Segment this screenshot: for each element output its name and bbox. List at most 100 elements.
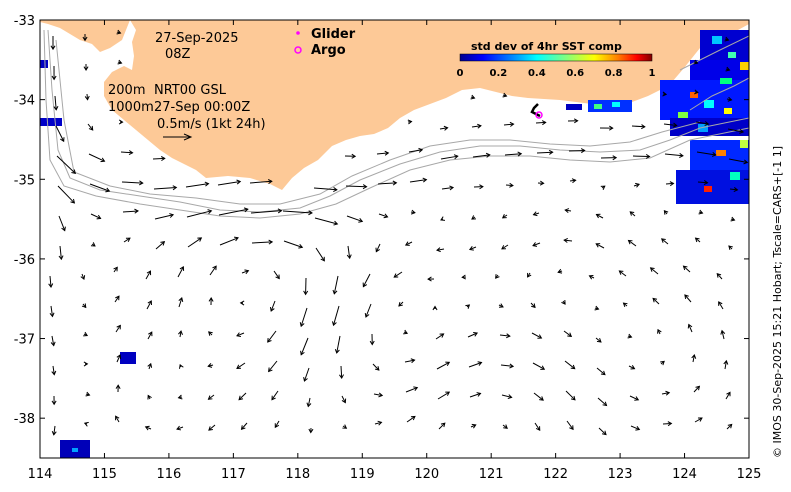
- current-vector: [147, 331, 153, 340]
- current-vector: [208, 424, 216, 431]
- current-vector: [241, 269, 250, 275]
- x-axis: 114 115 116 117 118 119 120 121 122 123 124 125: [28, 20, 762, 482]
- current-vector: [665, 181, 675, 187]
- current-vector: [691, 354, 697, 363]
- current-vector: [694, 237, 701, 243]
- x-tick-label: 116: [156, 467, 181, 482]
- current-vector: [344, 153, 357, 159]
- current-vector: [503, 121, 515, 127]
- current-vector: [687, 323, 693, 333]
- glider-track: [530, 103, 541, 118]
- x-tick-label: 118: [285, 467, 310, 482]
- argo-legend-label: Argo: [311, 43, 346, 58]
- current-vector: [339, 365, 344, 380]
- current-vector: [251, 239, 274, 245]
- current-vector: [440, 216, 446, 221]
- current-vector: [115, 415, 120, 423]
- current-vector: [499, 333, 511, 339]
- current-vector: [364, 303, 372, 318]
- current-vector: [145, 270, 152, 280]
- isobath-label: 1000m: [108, 100, 154, 115]
- y-tick-label: -38: [14, 412, 35, 427]
- current-vector: [404, 358, 416, 364]
- current-vector: [118, 119, 124, 125]
- current-vector: [153, 185, 178, 191]
- current-vector: [219, 236, 239, 246]
- current-vector: [726, 423, 733, 430]
- current-vector: [84, 93, 90, 101]
- current-vector: [599, 125, 614, 131]
- current-vector: [306, 397, 312, 408]
- current-vector: [536, 149, 554, 155]
- current-vector: [468, 245, 477, 251]
- current-vector: [436, 361, 451, 370]
- current-vector: [185, 181, 210, 188]
- current-vector: [600, 185, 606, 190]
- current-vector: [117, 59, 123, 65]
- current-vector: [561, 299, 566, 305]
- current-vector: [440, 154, 459, 160]
- current-vector: [729, 187, 739, 193]
- colorbar-tick-label: 0.4: [528, 68, 546, 79]
- current-vector: [501, 394, 513, 400]
- current-vector: [80, 273, 86, 280]
- current-vector: [406, 415, 416, 423]
- current-vector: [435, 333, 445, 340]
- current-vector: [342, 424, 348, 429]
- current-vector: [176, 425, 184, 431]
- current-vector: [633, 182, 641, 188]
- current-vector: [432, 305, 438, 311]
- current-vector: [537, 180, 545, 186]
- current-vector: [596, 367, 606, 376]
- current-vector: [83, 421, 89, 427]
- current-vector: [629, 211, 636, 217]
- current-vector: [50, 335, 56, 347]
- current-vector: [238, 392, 247, 401]
- current-vector: [123, 237, 131, 243]
- current-vector: [217, 179, 242, 186]
- colorbar-tick-label: 0.2: [490, 68, 508, 79]
- current-vector: [83, 331, 89, 337]
- current-vector: [299, 307, 308, 328]
- current-vector: [267, 330, 277, 343]
- current-vector: [563, 237, 573, 243]
- current-vector-field: [48, 29, 749, 436]
- current-vector: [436, 247, 445, 253]
- current-vector: [273, 270, 280, 280]
- current-vector: [393, 271, 403, 278]
- current-vector: [88, 153, 106, 163]
- current-vector: [303, 277, 309, 296]
- x-tick-label: 125: [737, 467, 762, 482]
- colorbar-tick-label: 0: [457, 68, 464, 79]
- current-vector: [495, 274, 500, 279]
- current-vector: [437, 391, 451, 400]
- current-vector: [403, 329, 409, 335]
- current-vector: [471, 215, 476, 220]
- y-tick-label: -35: [14, 173, 35, 188]
- current-vector: [662, 91, 668, 97]
- current-vector: [565, 390, 576, 401]
- current-vector: [346, 245, 352, 260]
- product-label: NRT00 GSL: [154, 83, 227, 98]
- plot-frame: [39, 19, 750, 459]
- current-vector: [629, 395, 640, 401]
- current-vector: [50, 35, 56, 51]
- current-vector: [315, 247, 325, 262]
- current-vector: [427, 276, 435, 282]
- current-vector: [532, 242, 541, 247]
- current-vector: [632, 153, 651, 159]
- x-tick-label: 117: [221, 467, 246, 482]
- scale-arrow: [163, 133, 193, 141]
- depth-label: 200m: [108, 83, 145, 98]
- current-vector: [48, 275, 54, 289]
- y-tick-label: -36: [14, 253, 35, 268]
- current-vector: [375, 243, 381, 253]
- current-vector: [83, 361, 89, 367]
- current-vector: [49, 305, 55, 318]
- current-vector: [373, 392, 384, 398]
- current-vector: [207, 394, 215, 400]
- current-vector: [563, 330, 573, 338]
- sst-std-dev-patches: [40, 30, 749, 458]
- current-vector: [121, 180, 144, 186]
- current-vector: [649, 267, 659, 275]
